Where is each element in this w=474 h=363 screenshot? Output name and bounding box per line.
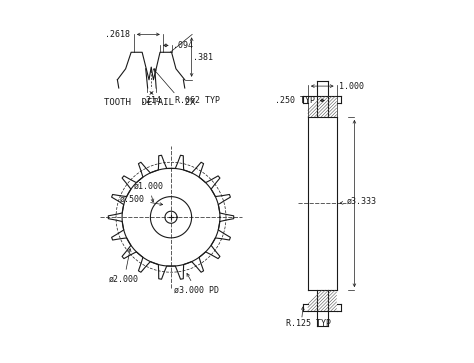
Text: ø3.333: ø3.333: [340, 196, 377, 205]
Text: ø.500: ø.500: [120, 195, 163, 205]
Text: ø1.000: ø1.000: [134, 182, 164, 202]
Text: R.125 TYP: R.125 TYP: [286, 319, 331, 328]
Text: .2618: .2618: [105, 30, 130, 39]
Text: R.062 TYP: R.062 TYP: [174, 96, 219, 105]
Text: .214: .214: [141, 96, 161, 105]
Text: .094: .094: [173, 41, 193, 50]
Text: 1.000: 1.000: [339, 82, 364, 91]
Text: .381: .381: [193, 53, 213, 62]
Text: .250 TYP: .250 TYP: [275, 96, 315, 105]
Text: ø3.000 PD: ø3.000 PD: [174, 273, 219, 295]
Text: TOOTH  DETAIL  2X: TOOTH DETAIL 2X: [104, 98, 196, 107]
Text: ø2.000: ø2.000: [109, 249, 139, 284]
